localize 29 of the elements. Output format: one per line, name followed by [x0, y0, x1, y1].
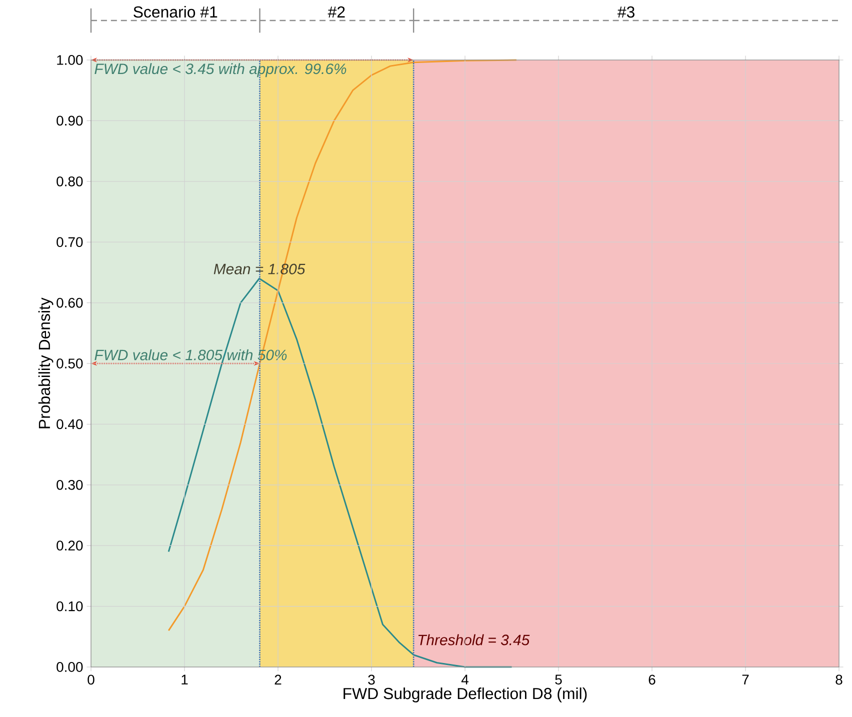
- x-tick-label: 6: [648, 674, 656, 685]
- y-tick-label: 0.90: [56, 116, 83, 126]
- y-tick-label: 0.00: [56, 662, 83, 672]
- annotation: FWD value < 3.45 with approx. 99.6%: [94, 63, 346, 78]
- x-tick-label: 8: [836, 674, 842, 685]
- x-tick-label: 7: [742, 674, 749, 684]
- x-tick-label: 4: [461, 674, 468, 684]
- band-label: #2: [328, 6, 345, 18]
- y-tick-label: 0.10: [56, 601, 83, 612]
- y-tick-label: 0.50: [56, 358, 83, 368]
- x-tick-label: 3: [368, 674, 375, 685]
- y-tick-label: 0.40: [56, 419, 83, 430]
- x-tick-label: 0: [88, 674, 94, 685]
- x-axis-title: FWD Subgrade Deflection D8 (mil): [344, 688, 587, 702]
- y-tick-label: 0.60: [56, 298, 83, 308]
- x-tick-label: 1: [182, 674, 188, 684]
- y-tick-label: 0.20: [56, 540, 83, 551]
- y-axis-title: Probability Density: [38, 298, 54, 428]
- y-tick-label: 0.80: [56, 176, 83, 186]
- y-tick-label: 0.30: [56, 480, 83, 490]
- annotation: FWD value < 1.805 with 50%: [94, 349, 287, 360]
- y-tick-label: 1.00: [57, 55, 83, 65]
- x-tick-label: 2: [274, 674, 282, 685]
- band-label: #3: [617, 6, 634, 18]
- y-tick-label: 0.70: [56, 237, 83, 248]
- ref-line-label: Threshold = 3.45: [418, 634, 530, 646]
- x-tick-label: 5: [555, 674, 562, 685]
- annotation: Mean = 1.805: [214, 264, 306, 274]
- band-label: Scenario #1: [134, 6, 218, 18]
